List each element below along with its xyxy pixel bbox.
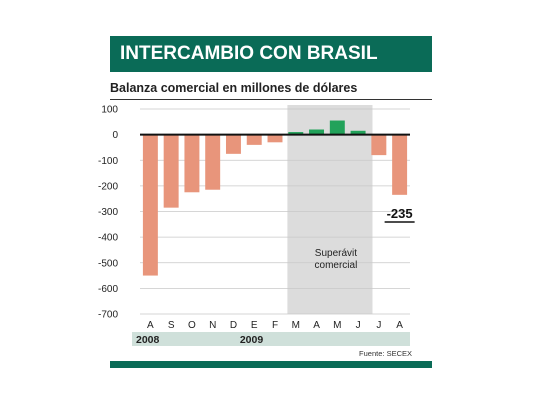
y-tick-label: -700	[98, 310, 118, 321]
chart-subtitle: Balanza comercial en millones de dólares	[110, 81, 358, 95]
x-tick-label: J	[376, 320, 381, 331]
x-tick-label: J	[356, 320, 361, 331]
y-tick-label: 0	[112, 130, 118, 141]
bar	[371, 134, 387, 156]
year-label: 2008	[136, 334, 160, 346]
bar	[350, 130, 366, 135]
bar	[205, 134, 221, 190]
x-tick-label: A	[313, 320, 320, 331]
surplus-annotation-line2: comercial	[315, 260, 358, 271]
x-tick-label: M	[292, 320, 300, 331]
x-tick-label: E	[251, 320, 258, 331]
x-tick-label: N	[209, 320, 216, 331]
year-label: 2009	[240, 334, 264, 346]
year-band	[132, 332, 242, 346]
last-value-label: -235	[387, 206, 413, 221]
bar	[267, 134, 283, 143]
year-band	[235, 332, 410, 346]
bar	[184, 134, 200, 193]
bar	[392, 134, 408, 195]
x-tick-label: M	[333, 320, 341, 331]
x-tick-label: F	[272, 320, 278, 331]
surplus-annotation-line1: Superávit	[315, 248, 357, 259]
y-tick-label: -200	[98, 181, 118, 192]
y-tick-label: -600	[98, 284, 118, 295]
bottom-brand-bar	[110, 361, 432, 368]
y-tick-label: -300	[98, 207, 118, 218]
y-tick-label: -500	[98, 258, 118, 269]
bar	[163, 134, 179, 208]
chart-title-banner: INTERCAMBIO CON BRASIL	[110, 36, 432, 72]
bar	[225, 134, 241, 154]
bar	[142, 134, 158, 276]
x-tick-label: D	[230, 320, 237, 331]
subtitle-rule	[110, 99, 432, 100]
bar	[246, 134, 262, 145]
y-tick-label: 100	[101, 105, 118, 116]
bar	[288, 132, 304, 135]
y-tick-label: -100	[98, 156, 118, 167]
x-tick-label: S	[168, 320, 175, 331]
x-tick-label: O	[188, 320, 196, 331]
x-tick-label: A	[147, 320, 154, 331]
surplus-shaded-region	[287, 105, 373, 314]
x-tick-label: A	[396, 320, 403, 331]
bar	[329, 120, 345, 135]
y-tick-label: -400	[98, 233, 118, 244]
bar	[309, 129, 325, 135]
source-note: Fuente: SECEX	[359, 349, 412, 358]
